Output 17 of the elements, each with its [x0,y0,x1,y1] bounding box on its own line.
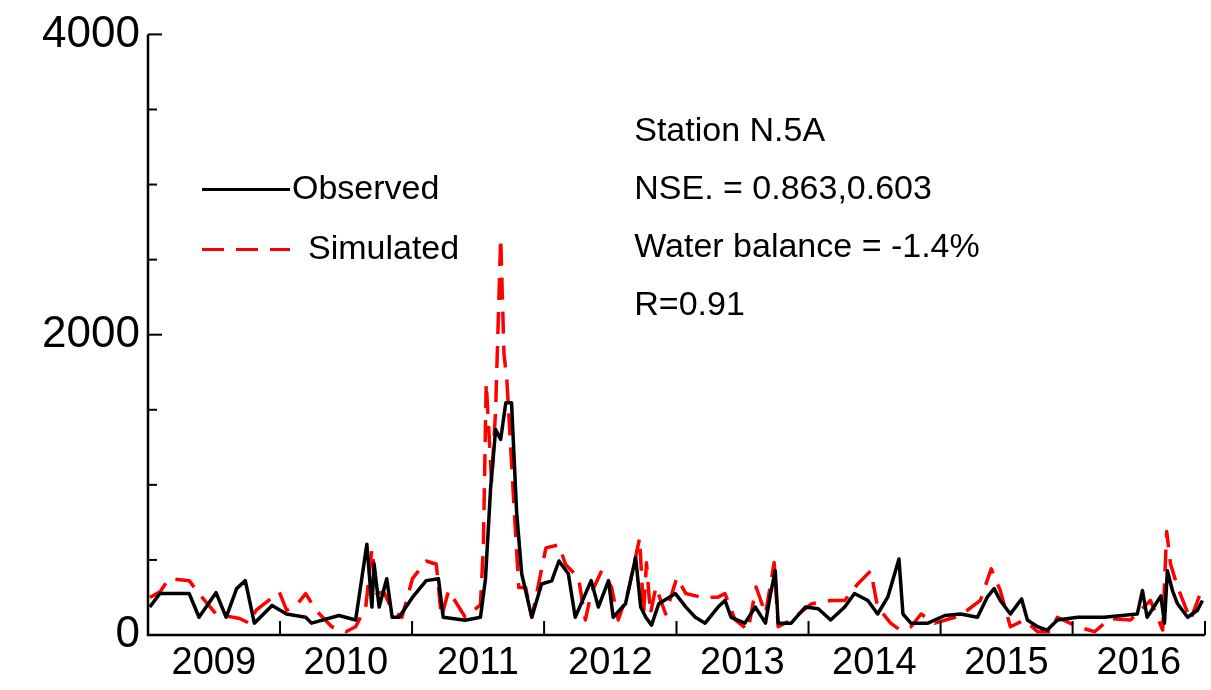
legend-label: Simulated [308,227,460,266]
x-tick-label: 2009 [171,640,257,683]
y-tick-label: 4000 [42,6,140,56]
y-tick-label: 0 [115,607,140,657]
x-tick-label: 2015 [964,640,1049,683]
annotation: Station N.5A [634,109,826,148]
x-tick-label: 2012 [568,640,653,683]
annotation: NSE. = 0.863,0.603 [634,167,932,206]
x-tick-label: 2014 [832,640,917,683]
legend-label: Observed [292,167,440,206]
annotation: Water balance = -1.4% [634,225,980,264]
x-tick-label: 2013 [700,640,785,683]
annotation: R=0.91 [634,283,745,322]
x-tick-label: 2016 [1096,640,1182,683]
x-tick-label: 2010 [303,640,389,683]
y-tick-label: 2000 [42,306,140,356]
x-tick-label: 2011 [437,640,519,683]
